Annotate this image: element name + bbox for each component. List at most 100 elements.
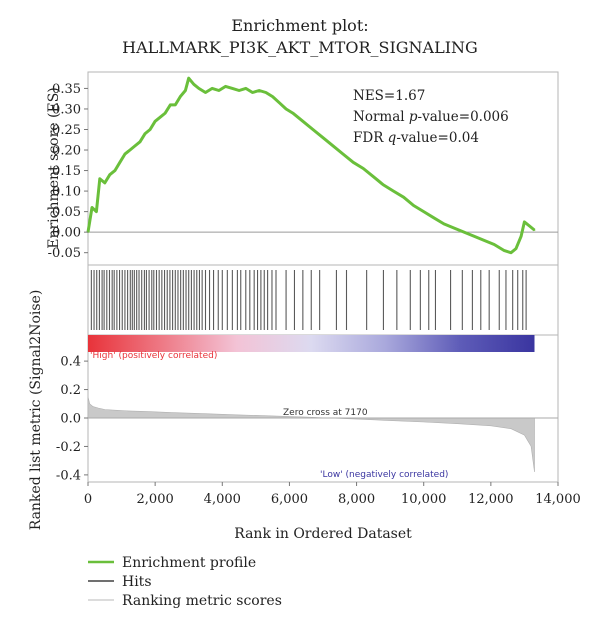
es-y-tick-label: 0.15	[52, 164, 81, 179]
es-y-tick-label: 0.05	[52, 205, 81, 220]
nes-annotation: NES=1.67	[353, 88, 425, 104]
metric-y-tick-label: 0.0	[60, 412, 81, 427]
es-point	[402, 196, 405, 199]
legend-label-hits: Hits	[122, 574, 152, 590]
es-point	[278, 101, 281, 104]
es-y-tick-label: 0.10	[52, 185, 81, 200]
es-point	[114, 169, 116, 172]
x-tick-label: 10,000	[401, 492, 447, 507]
metric-axis-label: Ranked list metric (Signal2Noise)	[28, 290, 44, 531]
es-point	[204, 91, 207, 94]
es-y-tick-label: 0.30	[52, 102, 81, 117]
es-point	[134, 145, 136, 147]
es-point	[251, 91, 254, 94]
es-axis-label: Enrichment score (ES)	[46, 87, 62, 249]
fdr-annotation: FDR q-value=0.04	[353, 130, 479, 146]
x-tick-label: 8,000	[338, 492, 375, 507]
x-axis-label: Rank in Ordered Dataset	[234, 526, 412, 542]
es-point	[285, 108, 287, 110]
es-point	[238, 89, 240, 92]
es-point	[184, 89, 187, 92]
es-point	[265, 91, 267, 94]
es-point	[139, 141, 141, 143]
es-point	[187, 77, 190, 79]
metric-y-tick-label: 0.2	[60, 383, 81, 398]
es-point	[192, 83, 195, 86]
es-y-tick-label: 0.00	[52, 226, 81, 241]
es-point	[342, 153, 344, 155]
es-point	[271, 95, 274, 98]
metric-y-tick-label: -0.4	[56, 468, 81, 483]
es-y-tick-label: 0.20	[52, 144, 81, 159]
es-point	[174, 104, 177, 106]
x-tick-label: 6,000	[271, 492, 308, 507]
chart-subtitle: HALLMARK_PI3K_AKT_MTOR_SIGNALING	[122, 38, 478, 57]
es-point	[412, 204, 415, 207]
es-point	[302, 120, 304, 123]
es-point	[169, 104, 172, 106]
metric-y-tick-label: 0.4	[60, 355, 81, 370]
es-point	[211, 87, 214, 90]
es-point	[443, 223, 445, 225]
chart-title: Enrichment plot:	[231, 16, 369, 35]
es-point	[231, 87, 234, 90]
es-y-tick-label: 0.35	[52, 82, 81, 97]
enrichment-panel-frame	[87, 71, 559, 266]
es-point	[312, 128, 314, 131]
zero-cross-label: Zero cross at 7170	[283, 408, 368, 418]
x-tick-label: 14,000	[535, 492, 581, 507]
es-point	[392, 190, 395, 192]
enrichment-profile-line	[86, 76, 536, 255]
es-point	[533, 229, 536, 231]
es-y-tick-label: 0.25	[52, 123, 81, 138]
es-point	[332, 145, 334, 147]
es-point	[218, 89, 220, 92]
es-point	[149, 128, 151, 131]
hits-panel-frame	[87, 264, 559, 336]
x-tick-label: 4,000	[204, 492, 241, 507]
es-point	[244, 87, 247, 90]
x-tick-label: 12,000	[468, 492, 514, 507]
legend-label-enrichment-profile: Enrichment profile	[122, 555, 256, 571]
rank-colorbar	[88, 335, 535, 352]
es-point	[154, 120, 156, 123]
es-point	[422, 210, 425, 213]
es-point	[463, 231, 465, 233]
es-point	[291, 112, 294, 114]
legend: Enrichment profile Hits Ranking metric s…	[88, 555, 282, 609]
metric-y-tick-label: -0.2	[56, 440, 81, 455]
es-point	[483, 239, 485, 242]
es-point	[382, 184, 385, 186]
low-correlation-label: 'Low' (negatively correlated)	[320, 470, 448, 480]
es-point	[164, 112, 167, 114]
es-point	[95, 210, 98, 213]
es-point	[372, 175, 375, 178]
es-point	[159, 116, 161, 118]
es-y-tick-label: -0.05	[48, 246, 81, 261]
es-point	[179, 95, 182, 98]
es-point	[362, 167, 365, 170]
es-point	[197, 87, 200, 90]
es-point	[473, 235, 475, 238]
es-point	[510, 251, 512, 254]
x-tick-label: 0	[84, 492, 92, 507]
es-point	[224, 85, 227, 88]
es-point	[453, 227, 455, 229]
x-tick-label: 2,000	[137, 492, 174, 507]
es-point	[523, 221, 526, 223]
es-point	[119, 161, 121, 164]
es-point	[322, 136, 324, 139]
p-value-annotation: Normal p-value=0.006	[353, 109, 509, 125]
es-point	[520, 235, 522, 238]
es-point	[528, 225, 531, 227]
es-point	[503, 249, 506, 252]
es-point	[515, 247, 517, 250]
ranking-metric-area	[87, 396, 535, 473]
es-point	[109, 173, 111, 176]
legend-label-ranking-metric: Ranking metric scores	[122, 593, 282, 609]
high-correlation-label: 'High' (positively correlated)	[90, 351, 217, 361]
es-point	[98, 177, 101, 180]
es-point	[432, 216, 435, 219]
es-point	[91, 206, 93, 209]
